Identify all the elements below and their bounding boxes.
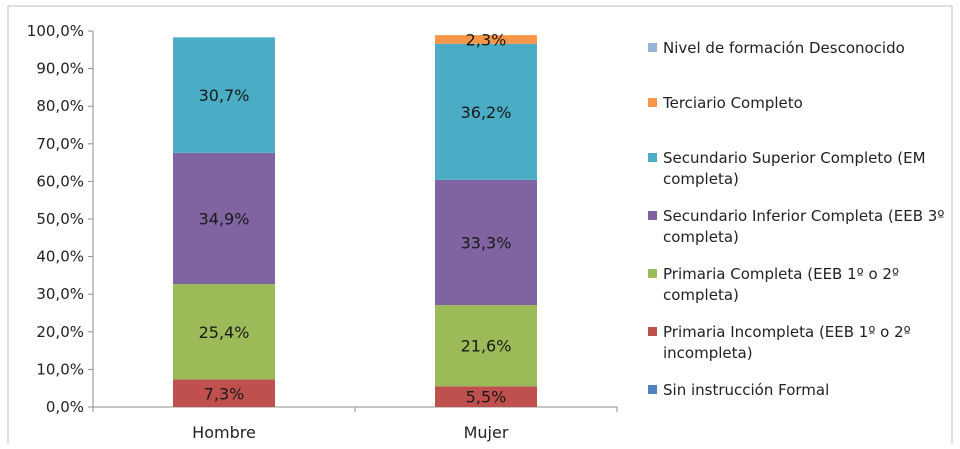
- legend-swatch: [648, 98, 657, 107]
- legend-swatch: [648, 269, 657, 278]
- bar-segment: [435, 43, 537, 180]
- legend-label: completa): [663, 228, 739, 246]
- bar-segment: [435, 305, 537, 387]
- data-label: 36,2%: [461, 103, 512, 122]
- data-label: 2,3%: [466, 30, 507, 49]
- legend-label: Primaria Incompleta (EEB 1º o 2º: [663, 323, 911, 341]
- y-tick-label: 20,0%: [36, 323, 84, 341]
- y-tick-label: 40,0%: [36, 248, 84, 266]
- data-label: 25,4%: [199, 323, 250, 342]
- y-tick-label: 60,0%: [36, 172, 84, 190]
- legend-label: incompleta): [663, 344, 753, 362]
- y-tick-label: 50,0%: [36, 210, 84, 228]
- legend-swatch: [648, 211, 657, 220]
- legend-label: completa): [663, 170, 739, 188]
- legend-label: completa): [663, 286, 739, 304]
- bar-segment: [435, 179, 537, 306]
- legend-swatch: [648, 327, 657, 336]
- data-label: 33,3%: [461, 234, 512, 253]
- bar-segment: [173, 152, 275, 285]
- data-label: 21,6%: [461, 337, 512, 356]
- x-category-label: Hombre: [192, 423, 256, 442]
- bar-segment: [173, 37, 275, 153]
- data-label: 34,9%: [199, 209, 250, 228]
- data-label: 7,3%: [204, 384, 245, 403]
- data-label: 30,7%: [199, 86, 250, 105]
- y-tick-label: 70,0%: [36, 135, 84, 153]
- bar-segment: [435, 386, 537, 407]
- y-tick-label: 100,0%: [27, 22, 84, 40]
- legend-label: Secundario Inferior Completa (EEB 3º: [663, 207, 944, 225]
- bar-segment: [173, 284, 275, 380]
- legend-label: Sin instrucción Formal: [663, 381, 829, 399]
- legend-label: Nivel de formación Desconocido: [663, 39, 905, 57]
- legend-swatch: [648, 385, 657, 394]
- y-tick-label: 80,0%: [36, 97, 84, 115]
- legend-swatch: [648, 153, 657, 162]
- legend-label: Secundario Superior Completo (EM: [663, 149, 926, 167]
- legend-label: Terciario Completo: [662, 94, 803, 112]
- bar-segment: [173, 379, 275, 407]
- y-tick-label: 0,0%: [46, 398, 84, 416]
- y-tick-label: 30,0%: [36, 285, 84, 303]
- x-category-label: Mujer: [464, 423, 509, 442]
- y-tick-label: 10,0%: [36, 360, 84, 378]
- legend-label: Primaria Completa (EEB 1º o 2º: [663, 265, 899, 283]
- bar-segment: [435, 35, 537, 44]
- legend-swatch: [648, 43, 657, 52]
- y-tick-label: 90,0%: [36, 60, 84, 78]
- data-label: 5,5%: [466, 388, 507, 407]
